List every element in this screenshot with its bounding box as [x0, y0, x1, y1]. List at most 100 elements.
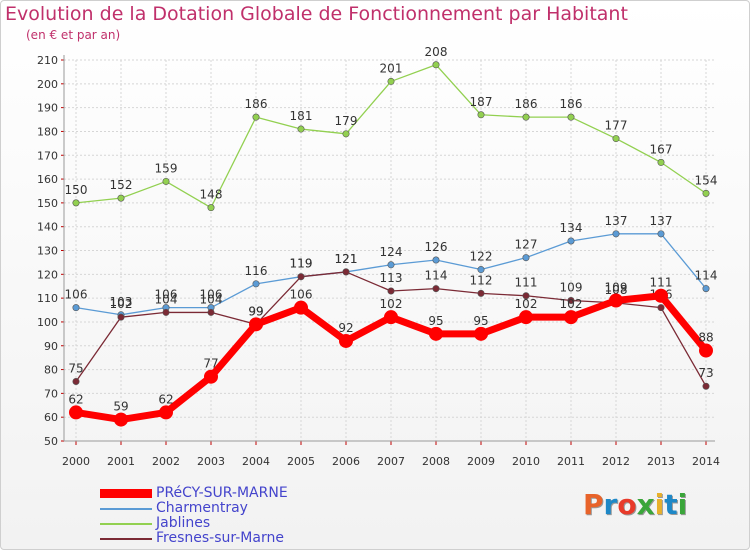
data-label: 109 [605, 281, 628, 295]
data-label: 114 [695, 269, 718, 283]
legend-swatch-fresnes [100, 538, 152, 540]
logo-letter: r [603, 488, 618, 521]
data-label: 186 [245, 97, 268, 111]
data-label: 177 [605, 119, 628, 133]
logo-letter: P [583, 488, 604, 521]
data-label: 137 [650, 214, 673, 228]
data-label: 127 [515, 238, 538, 252]
data-point [387, 77, 395, 85]
x-tick-label: 2001 [107, 455, 135, 468]
data-point [117, 194, 125, 202]
x-tick-label: 2004 [242, 455, 270, 468]
y-tick-label: 120 [37, 268, 58, 281]
y-tick-label: 190 [37, 102, 58, 115]
x-tick-label: 2011 [557, 455, 585, 468]
data-point [567, 113, 575, 121]
data-label: 124 [380, 245, 403, 259]
data-point [702, 285, 710, 293]
legend-swatch-precy [100, 489, 152, 498]
data-label: 59 [113, 400, 128, 414]
data-point [567, 237, 575, 245]
legend-label-precy: PRéCY-SUR-MARNE [156, 485, 288, 501]
data-label: 106 [155, 288, 178, 302]
data-label: 154 [695, 173, 718, 187]
data-point [657, 304, 665, 312]
y-tick-label: 100 [37, 316, 58, 329]
data-point [72, 377, 80, 385]
data-point [207, 204, 215, 212]
y-tick-label: 150 [37, 197, 58, 210]
data-point [297, 125, 305, 133]
data-label: 75 [68, 361, 83, 375]
data-label: 104 [200, 292, 223, 306]
x-tick-label: 2009 [467, 455, 495, 468]
data-label: 111 [650, 276, 673, 290]
data-label: 102 [560, 297, 583, 311]
data-label: 106 [200, 288, 223, 302]
x-tick-label: 2012 [602, 455, 630, 468]
legend-swatch-jablines [100, 523, 152, 525]
proxiti-logo: Proxiti [583, 488, 687, 521]
logo-letter: i [654, 488, 665, 521]
data-point [114, 412, 128, 427]
y-tick-label: 160 [37, 173, 58, 186]
x-tick-label: 2010 [512, 455, 540, 468]
data-label: 116 [245, 264, 268, 278]
data-label: 159 [155, 161, 178, 175]
data-label: 99 [248, 304, 263, 318]
data-label: 73 [698, 366, 713, 380]
data-label: 208 [425, 45, 448, 59]
data-point [117, 313, 125, 321]
data-point [162, 177, 170, 185]
series-pr-cy-sur-marne: 62 59 62 77 99 106 92 102 95 95 102 102 109 111 88 [68, 276, 714, 427]
x-tick-label: 2014 [692, 455, 720, 468]
legend-label-jablines: Jablines [156, 515, 211, 531]
data-point [159, 405, 173, 420]
data-point [387, 261, 395, 269]
data-label: 99 [248, 304, 263, 318]
data-point [249, 317, 263, 332]
data-label: 148 [200, 188, 223, 202]
data-point [612, 135, 620, 143]
data-point [654, 288, 668, 303]
data-label: 62 [158, 392, 173, 406]
data-point [612, 230, 620, 238]
chart-title: Evolution de la Dotation Globale de Fonc… [5, 3, 628, 25]
data-label: 95 [473, 314, 488, 328]
data-point [522, 292, 530, 300]
data-label: 121 [335, 252, 358, 266]
data-point [564, 310, 578, 325]
y-tick-label: 80 [44, 364, 58, 377]
data-point [252, 113, 260, 121]
data-point [387, 287, 395, 295]
x-tick-label: 2005 [287, 455, 315, 468]
x-tick-label: 2002 [152, 455, 180, 468]
data-point [477, 289, 485, 297]
data-label: 201 [380, 61, 403, 75]
y-tick-label: 140 [37, 221, 58, 234]
data-label: 77 [203, 357, 218, 371]
data-point [522, 254, 530, 262]
data-point [207, 308, 215, 316]
data-label: 181 [290, 109, 313, 123]
logo-letter: o [617, 488, 637, 521]
data-label: 152 [110, 178, 133, 192]
data-point [429, 326, 443, 341]
data-label: 137 [605, 214, 628, 228]
data-label: 114 [425, 269, 448, 283]
data-point [609, 293, 623, 308]
data-label: 95 [428, 314, 443, 328]
legend-swatch-charmentray [100, 508, 152, 510]
data-point [477, 266, 485, 274]
y-tick-label: 50 [44, 435, 58, 448]
y-tick-label: 200 [37, 78, 58, 91]
data-label: 187 [470, 95, 493, 109]
data-point [252, 280, 260, 288]
y-tick-label: 70 [44, 387, 58, 400]
logo-letter: t [664, 488, 678, 521]
data-label: 109 [560, 281, 583, 295]
y-tick-label: 170 [37, 149, 58, 162]
x-tick-label: 2007 [377, 455, 405, 468]
